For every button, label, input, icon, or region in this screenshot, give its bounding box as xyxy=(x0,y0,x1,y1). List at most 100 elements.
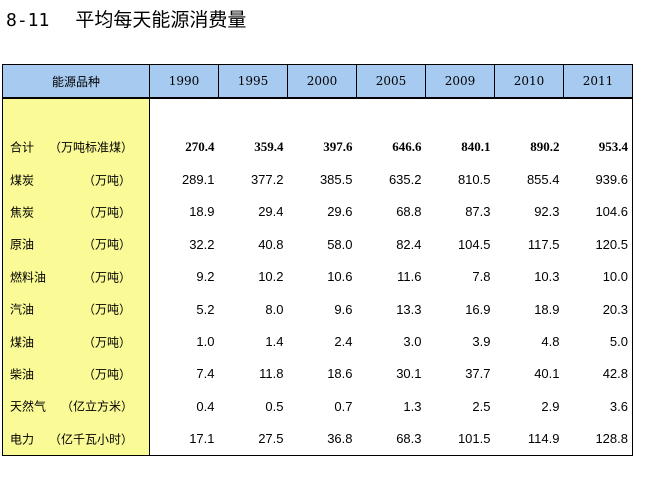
table-row: 柴油 （万吨） 7.4 11.8 18.6 30.1 37.7 40.1 42.8 xyxy=(2,357,633,391)
value-cell: 68.8 xyxy=(396,204,422,220)
energy-name: 电力 xyxy=(10,432,35,447)
value-cell: 27.5 xyxy=(218,422,288,456)
value-cell: 117.5 xyxy=(527,236,560,252)
value-cell: 359.4 xyxy=(254,139,284,155)
energy-name: 燃料油 xyxy=(10,270,47,285)
value-cell: 377.2 xyxy=(250,172,284,188)
value-cell: 128.8 xyxy=(563,422,633,456)
value-cell: 2.9 xyxy=(541,398,560,414)
value-cell: 40.8 xyxy=(258,236,284,252)
value-cell: 840.1 xyxy=(461,139,491,155)
energy-name: 天然气 xyxy=(10,399,47,414)
value-cell: 82.4 xyxy=(396,236,422,252)
value-cell: 5.2 xyxy=(196,301,215,317)
table-row: 焦炭 （万吨） 18.9 29.4 29.6 68.8 87.3 92.3 104.6 xyxy=(2,195,633,229)
value-cell: 2.5 xyxy=(472,398,491,414)
row-label-cell: 原油 （万吨） xyxy=(2,228,150,261)
value-cell: 13.3 xyxy=(396,301,422,317)
row-label-cell: 柴油 （万吨） xyxy=(2,357,150,391)
spacer-row xyxy=(2,98,633,131)
table-row: 合计 （万吨标准煤） 270.4 359.4 397.6 646.6 840.1 890.2 9… xyxy=(2,131,633,164)
page-title: 8-11 平均每天能源消费量 xyxy=(6,7,246,33)
header-row: 能源品种 1990 1995 2000 2005 2009 2010 2011 xyxy=(2,64,633,99)
value-cell: 1.4 xyxy=(265,334,284,350)
table-row: 天然气 （亿立方米） 0.4 0.5 0.7 1.3 2.5 2.9 3.6 xyxy=(2,390,633,423)
energy-unit: （万吨） xyxy=(82,335,131,350)
value-cell: 10.2 xyxy=(258,269,284,285)
value-cell: 2.4 xyxy=(334,334,353,350)
row-label-cell: 煤炭 （万吨） xyxy=(2,163,150,196)
value-cell: 20.3 xyxy=(563,292,633,326)
energy-unit: （万吨） xyxy=(82,205,131,220)
value-cell: 3.0 xyxy=(403,334,422,350)
value-cell: 5.0 xyxy=(563,325,633,358)
header-year: 1995 xyxy=(218,64,288,99)
value-cell: 11.8 xyxy=(259,366,284,382)
value-cell: 939.6 xyxy=(563,163,633,196)
value-cell: 8.0 xyxy=(265,301,284,317)
header-year: 2010 xyxy=(494,64,564,99)
value-cell: 18.6 xyxy=(327,366,353,382)
table-row: 煤油 （万吨） 1.0 1.4 2.4 3.0 3.9 4.8 5.0 xyxy=(2,325,633,358)
row-label-cell: 燃料油 （万吨） xyxy=(2,260,150,293)
value-cell: 36.8 xyxy=(287,422,357,456)
energy-unit: （亿立方米） xyxy=(60,399,133,414)
value-cell: 101.5 xyxy=(425,422,495,456)
energy-unit: （万吨标准煤） xyxy=(48,140,133,155)
value-cell: 397.6 xyxy=(323,139,353,155)
value-cell: 0.7 xyxy=(334,398,353,414)
value-cell: 4.8 xyxy=(541,334,560,350)
value-cell: 953.4 xyxy=(563,131,633,164)
header-year: 2009 xyxy=(425,64,495,99)
row-label-cell: 焦炭 （万吨） xyxy=(2,195,150,229)
energy-name: 煤油 xyxy=(10,335,35,350)
value-cell: 32.2 xyxy=(189,236,215,252)
value-cell: 10.3 xyxy=(534,269,560,285)
value-cell: 42.8 xyxy=(563,357,633,391)
value-cell: 3.9 xyxy=(472,334,491,350)
value-cell: 18.9 xyxy=(534,301,560,317)
energy-unit: （万吨） xyxy=(82,270,131,285)
energy-unit: （万吨） xyxy=(82,302,131,317)
value-cell: 104.5 xyxy=(457,236,491,252)
energy-name: 合计 xyxy=(10,140,35,155)
row-label-cell: 汽油 （万吨） xyxy=(2,292,150,326)
value-cell: 68.3 xyxy=(356,422,426,456)
value-cell: 30.1 xyxy=(396,366,422,382)
value-cell: 9.6 xyxy=(334,301,353,317)
value-cell: 7.8 xyxy=(472,269,491,285)
table-number: 8-11 xyxy=(6,10,50,31)
energy-name: 原油 xyxy=(10,237,35,252)
value-cell: 385.5 xyxy=(319,172,353,188)
energy-name: 柴油 xyxy=(10,367,35,382)
value-cell: 855.4 xyxy=(526,172,560,188)
header-year: 2011 xyxy=(563,64,633,99)
header-energy-type: 能源品种 xyxy=(2,64,150,99)
value-cell: 810.5 xyxy=(457,172,491,188)
value-cell: 104.6 xyxy=(563,195,633,229)
energy-name: 汽油 xyxy=(10,302,35,317)
energy-unit: （万吨） xyxy=(82,237,131,252)
value-cell: 58.0 xyxy=(327,236,353,252)
row-label-cell: 天然气 （亿立方米） xyxy=(2,390,150,423)
energy-unit: （万吨） xyxy=(82,173,131,188)
value-cell: 1.0 xyxy=(196,334,215,350)
table-row: 电力 （亿千瓦小时） 17.1 27.5 36.8 68.3 101.5 114.9 128.8 xyxy=(2,422,633,456)
value-cell: 3.6 xyxy=(563,390,633,423)
table-body: 合计 （万吨标准煤） 270.4 359.4 397.6 646.6 840.1 890.2 9… xyxy=(2,98,633,456)
value-cell: 40.1 xyxy=(534,366,560,382)
value-cell: 0.5 xyxy=(265,398,284,414)
energy-unit: （亿千瓦小时） xyxy=(48,432,133,447)
header-year: 2000 xyxy=(287,64,357,99)
value-cell: 1.3 xyxy=(403,398,422,414)
row-label-cell: 煤油 （万吨） xyxy=(2,325,150,358)
value-cell: 10.0 xyxy=(563,260,633,293)
table-row: 煤炭 （万吨） 289.1 377.2 385.5 635.2 810.5 855.4 939.… xyxy=(2,163,633,196)
value-cell: 37.7 xyxy=(465,366,491,382)
energy-consumption-table: 能源品种 1990 1995 2000 2005 2009 2010 2011 … xyxy=(2,64,633,456)
table-row: 原油 （万吨） 32.2 40.8 58.0 82.4 104.5 117.5 120.5 xyxy=(2,228,633,261)
header-year: 2005 xyxy=(356,64,426,99)
table-row: 燃料油 （万吨） 9.2 10.2 10.6 11.6 7.8 10.3 10.0 xyxy=(2,260,633,293)
energy-name: 焦炭 xyxy=(10,205,35,220)
row-label-cell: 合计 （万吨标准煤） xyxy=(2,131,150,164)
